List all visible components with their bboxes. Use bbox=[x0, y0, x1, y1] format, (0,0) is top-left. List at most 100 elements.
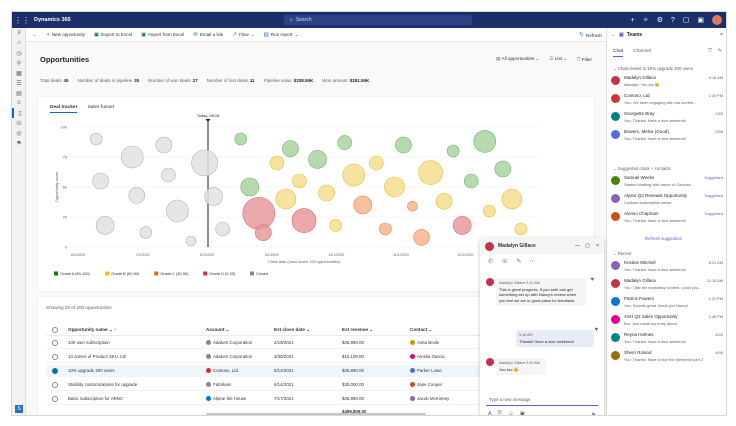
email-link-button[interactable]: ✉ Email a link bbox=[193, 32, 223, 38]
col-est-revenue[interactable]: Est revenue ⌄ bbox=[342, 327, 374, 332]
attach-icon[interactable]: ⎘ bbox=[497, 411, 503, 416]
chat-list-item[interactable]: ASH Q3 Sales Opportunity Bot: Just made m… bbox=[611, 313, 723, 329]
row-select-radio[interactable] bbox=[52, 396, 58, 402]
new-opportunity-button[interactable]: + New opportunity bbox=[47, 32, 85, 38]
app-name[interactable]: Dynamics 365 bbox=[34, 17, 71, 23]
col-opportunity-name[interactable]: Opportunity name ⌄ ↑ bbox=[68, 327, 117, 332]
reports-icon[interactable]: ⚑ bbox=[16, 140, 22, 147]
message-bubble[interactable]: Madalyn Gillace 9:12 AM This is great pr… bbox=[496, 278, 586, 306]
user-avatar[interactable] bbox=[712, 15, 722, 25]
more-icon[interactable]: ⋯ bbox=[529, 259, 536, 265]
settings-icon[interactable]: ⚙ bbox=[656, 17, 663, 24]
cell-account[interactable]: Alpine Ski House bbox=[206, 396, 246, 402]
chat-list-item[interactable]: Bowers, Melva (Good) You: Thanks! Have a … bbox=[611, 128, 723, 144]
chat-list-item[interactable]: Madalyn Gillace Madalyn: You too 😊 9:16 AM bbox=[611, 74, 723, 90]
popout-icon[interactable]: ▢ bbox=[585, 243, 590, 249]
cell-opportunity-name[interactable]: 100 user subscription bbox=[68, 340, 110, 345]
cell-account[interactable]: Fabrikam bbox=[206, 382, 231, 388]
chat-list-item[interactable]: Samuel Weeks Started chatting with owner … bbox=[611, 174, 723, 190]
cell-contact[interactable]: Jane Cooper bbox=[410, 382, 442, 388]
cell-account[interactable]: Contoso, Ltd. bbox=[206, 368, 239, 374]
dashboard-icon[interactable]: ▦ bbox=[16, 70, 22, 77]
cell-opportunity-name[interactable]: 10% upgrade 200 users bbox=[68, 368, 115, 373]
tab-channel[interactable]: Channel bbox=[633, 49, 652, 54]
minimize-icon[interactable]: — bbox=[575, 243, 580, 249]
table-row[interactable]: 10% upgrade 200 users Contoso, Ltd. 5/14/2… bbox=[46, 365, 586, 377]
leads-icon[interactable]: ☏ bbox=[15, 120, 23, 127]
back-button[interactable]: ← bbox=[32, 32, 38, 38]
emoji-icon[interactable]: ☺ bbox=[508, 411, 514, 416]
section-recent[interactable]: ⌄ Recent bbox=[613, 251, 632, 256]
close-icon[interactable]: × bbox=[720, 32, 723, 38]
table-row[interactable]: 100 user subscription Adatum Corporation 2… bbox=[46, 337, 586, 349]
chat-list-item[interactable]: Sherri Roland You: Thanks! Have a nice th… bbox=[611, 349, 723, 365]
cell-opportunity-name[interactable]: 10 orders of Product SKU JJ2 bbox=[68, 354, 127, 359]
row-select-radio[interactable] bbox=[52, 382, 58, 388]
cell-contact[interactable]: Jacob McKinney bbox=[410, 396, 449, 402]
lightbulb-icon[interactable]: ✧ bbox=[642, 17, 649, 24]
message-input[interactable]: Type a new message bbox=[486, 394, 598, 406]
cell-opportunity-name[interactable]: Stability customizations for upgrade bbox=[68, 382, 138, 387]
send-icon[interactable]: ➤ bbox=[590, 412, 596, 416]
video-call-icon[interactable]: ✆ bbox=[488, 259, 494, 265]
bubble-chart[interactable]: 100 75 50 25 0 6/1/2020 7/1/2020 8/1/2020 9/1/20… bbox=[38, 97, 594, 291]
export-excel-button[interactable]: ▣ Export to Excel bbox=[94, 32, 132, 38]
chat-list-item[interactable]: Alonso Chapman You: Thanks! Have a nice w… bbox=[611, 210, 723, 226]
chat-list-item[interactable]: Reyna Holmes You: Thanks! Have a nice wee… bbox=[611, 331, 723, 347]
home-icon[interactable]: ⌂ bbox=[17, 40, 21, 46]
chat-list-item[interactable]: Patrick Powers You: Sounds great, thank y… bbox=[611, 295, 723, 311]
audio-call-icon[interactable]: ☏ bbox=[501, 259, 509, 265]
col-account[interactable]: Account ⌄ bbox=[206, 327, 230, 332]
chat-list-item[interactable]: Madalyn Gillace You: I like the marketing… bbox=[611, 277, 723, 293]
close-icon[interactable]: × bbox=[596, 243, 599, 249]
table-row[interactable]: Stability customizations for upgrade Fabr… bbox=[46, 379, 586, 391]
area-switcher-icon[interactable]: S bbox=[15, 405, 23, 413]
feedback-icon[interactable]: ▢ bbox=[682, 17, 690, 24]
refresh-suggestion[interactable]: Refresh suggestion bbox=[645, 236, 683, 241]
activities-icon[interactable]: ☰ bbox=[16, 80, 22, 87]
row-select-radio[interactable] bbox=[52, 368, 58, 374]
cell-contact[interactable]: Amelia Garcia bbox=[410, 354, 445, 360]
cell-account[interactable]: Adatum Corporation bbox=[206, 354, 252, 360]
heart-reaction-icon[interactable]: ♥ bbox=[590, 277, 594, 283]
goals-icon[interactable]: ◎ bbox=[16, 130, 22, 137]
filter-icon[interactable]: ⛉ bbox=[708, 48, 712, 54]
assist-icon[interactable]: ▣ bbox=[697, 17, 704, 24]
format-icon[interactable]: A bbox=[488, 411, 492, 416]
opportunities-icon[interactable]: ▯ bbox=[12, 108, 26, 118]
chat-list-item[interactable]: Alpine Q3 Renewal Opportunity Contoso sub… bbox=[611, 192, 723, 208]
edit-icon[interactable]: ✎ bbox=[516, 259, 522, 265]
cell-contact[interactable]: Anita Boole bbox=[410, 340, 439, 346]
list-toggle[interactable]: ☰ List ⌄ bbox=[549, 56, 568, 61]
select-all-radio[interactable] bbox=[52, 327, 58, 333]
back-arrow-icon[interactable]: ← bbox=[611, 32, 616, 38]
pinned-icon[interactable]: ⚲ bbox=[16, 60, 22, 67]
run-report-button[interactable]: ▥ Run report ⌄ bbox=[264, 32, 299, 38]
refresh-button[interactable]: ↻ Refresh bbox=[579, 32, 602, 38]
view-selector[interactable]: ▤ All opportunities ⌄ bbox=[496, 56, 540, 61]
help-icon[interactable]: ? bbox=[670, 16, 675, 24]
flow-button[interactable]: ↗ Flow ⌄ bbox=[232, 32, 254, 38]
col-contact[interactable]: Contact ⌄ bbox=[410, 327, 433, 332]
cell-opportunity-name[interactable]: Basic subscription for ARNC bbox=[68, 396, 124, 401]
message-bubble[interactable]: Madalyn Gillace 9:19 AM You too 😊 bbox=[496, 358, 546, 376]
section-linked[interactable]: ⌄ Chats linked to 10% upgrade 200 users bbox=[613, 66, 694, 71]
tab-deal-tracker[interactable]: Deal tracker bbox=[50, 105, 78, 113]
menu-icon[interactable]: ≡ bbox=[17, 30, 21, 36]
row-select-radio[interactable] bbox=[52, 354, 58, 360]
contacts-icon[interactable]: ☺ bbox=[15, 100, 23, 106]
filter-button[interactable]: ⛉ Filter bbox=[577, 57, 592, 62]
tab-chat[interactable]: Chat bbox=[613, 49, 624, 57]
global-search[interactable]: ⌕ Search bbox=[284, 15, 472, 25]
app-launcher-icon[interactable]: ⋮⋮ bbox=[14, 15, 30, 25]
tab-sales-funnel[interactable]: Sales funnel bbox=[87, 105, 114, 110]
accounts-icon[interactable]: ▤ bbox=[16, 90, 22, 97]
import-excel-button[interactable]: ▣ Import from Excel bbox=[141, 32, 184, 38]
chat-list-item[interactable]: Georgette Bray You: Thanks! Have a nice w… bbox=[611, 110, 723, 126]
chat-list-item[interactable]: Kristine Mitchell You: Thanks! Have a nic… bbox=[611, 259, 723, 275]
horizontal-scrollbar[interactable] bbox=[206, 413, 426, 415]
row-select-radio[interactable] bbox=[52, 340, 58, 346]
table-row[interactable]: Basic subscription for ARNC Alpine Ski Ho… bbox=[46, 393, 586, 405]
heart-reaction-icon[interactable]: ♥ bbox=[594, 327, 598, 333]
table-row[interactable]: 10 orders of Product SKU JJ2 Adatum Corpo… bbox=[46, 351, 586, 363]
